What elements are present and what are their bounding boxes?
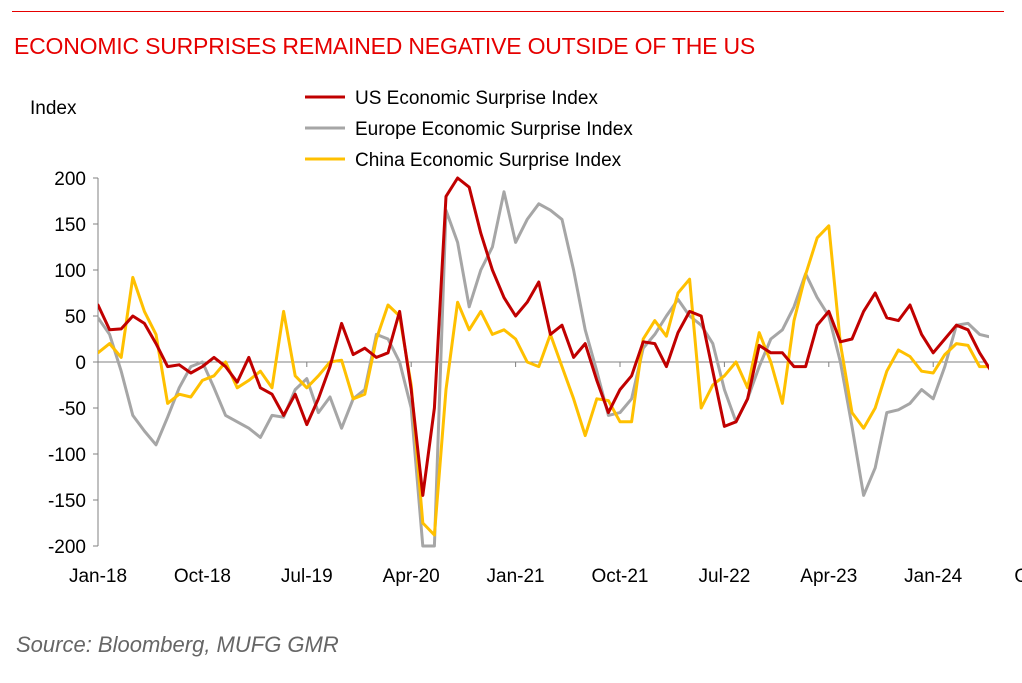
legend-label-1: Europe Economic Surprise Index — [355, 119, 633, 140]
y-tick-label: 50 — [65, 307, 86, 328]
y-tick-label: 150 — [54, 215, 86, 236]
series-line-1 — [98, 190, 989, 548]
y-tick-label: -200 — [48, 537, 86, 558]
x-tick-label: Oct-18 — [174, 566, 231, 587]
y-tick-label: 100 — [54, 261, 86, 282]
top-rule — [12, 11, 1004, 12]
series-line-0 — [98, 176, 989, 497]
x-tick-label: Jan-24 — [904, 566, 963, 587]
y-tick-label: -150 — [48, 491, 86, 512]
y-tick-label: 0 — [75, 353, 86, 374]
y-tick-label: -100 — [48, 445, 86, 466]
x-tick-label: Jan-21 — [487, 566, 545, 587]
legend-label-2: China Economic Surprise Index — [355, 150, 622, 171]
legend-label-0: US Economic Surprise Index — [355, 88, 598, 109]
x-tick-label: Apr-23 — [800, 566, 857, 587]
y-tick-label: -50 — [59, 399, 86, 420]
chart-title: ECONOMIC SURPRISES REMAINED NEGATIVE OUT… — [14, 33, 756, 59]
x-tick-label: Jan-18 — [69, 566, 127, 587]
x-tick-label: Oct-21 — [591, 566, 648, 587]
y-axis-title: Index — [30, 98, 77, 119]
x-tick-label: Apr-20 — [383, 566, 440, 587]
x-tick-label: Jul-22 — [699, 566, 751, 587]
x-tick-label: Oct-2 — [1014, 566, 1022, 587]
x-tick-label: Jul-19 — [281, 566, 333, 587]
series-line-2 — [98, 224, 989, 537]
y-tick-label: 200 — [54, 169, 86, 190]
source-note: Source: Bloomberg, MUFG GMR — [16, 632, 339, 657]
